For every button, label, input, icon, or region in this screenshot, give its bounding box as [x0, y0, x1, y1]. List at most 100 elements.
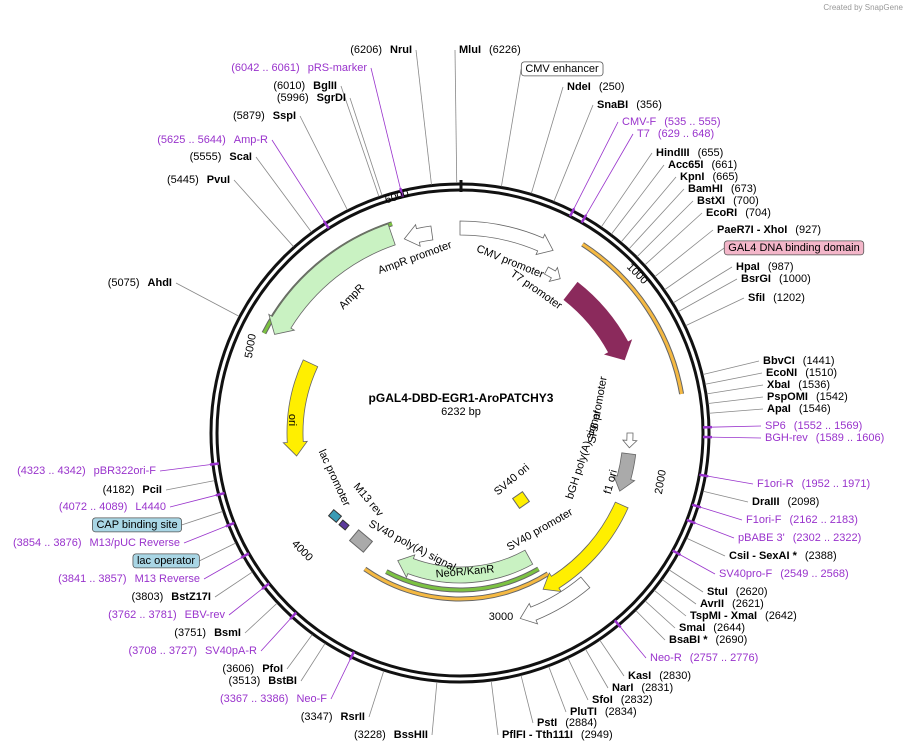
- primer-label: F1ori-F (2162 .. 2183): [746, 514, 858, 526]
- label-number: (700): [733, 195, 759, 207]
- label-number: (1000): [779, 273, 811, 285]
- label-name: AvrII: [700, 598, 724, 610]
- label-name: BGH-rev: [765, 432, 808, 444]
- ruler-label: 4000: [289, 538, 315, 564]
- labels: (6206) NruI MluI (6226) (6010) BglII (5996) Sgr…: [13, 44, 884, 741]
- leader-lines: [159, 49, 764, 736]
- site-label: NarI (2831): [612, 682, 673, 694]
- leader-line: [501, 68, 522, 187]
- leader-line: [709, 425, 762, 428]
- label-name: SV40pA-R: [205, 645, 257, 657]
- label-name: PciI: [142, 484, 162, 496]
- primer-tick: [399, 187, 404, 198]
- site-label: EcoRI (704): [706, 207, 771, 219]
- label-number: (3751): [174, 627, 206, 639]
- site-label: (3803) BstZ17I: [131, 591, 211, 603]
- primer-tick: [672, 549, 682, 557]
- primer-tick: [580, 214, 588, 224]
- label-name: RsrII: [341, 711, 365, 723]
- feature-arc: [363, 567, 549, 601]
- feature-arrow: [621, 432, 638, 449]
- label-name: BstBI: [268, 675, 297, 687]
- label-name: KpnI: [680, 171, 704, 183]
- label-number: (3803): [131, 591, 163, 603]
- label-name: MluI: [459, 44, 481, 56]
- label-number: (5445): [167, 174, 199, 186]
- label-name: ScaI: [229, 151, 252, 163]
- label-number: (987): [768, 261, 794, 273]
- primer-label: (3762 .. 3781) EBV-rev: [108, 609, 225, 621]
- leader-line: [567, 658, 589, 701]
- leader-line: [368, 670, 385, 718]
- label-name: EBV-rev: [185, 609, 226, 621]
- primer-label: Neo-R (2757 .. 2776): [650, 652, 758, 664]
- leader-line: [271, 139, 326, 223]
- label-name: PaeR7I - XhoI: [717, 224, 787, 236]
- leader-line: [233, 179, 294, 247]
- label-name: BbvCI: [763, 355, 795, 367]
- site-label: BsrGI (1000): [741, 273, 811, 285]
- label-number: (5555): [190, 151, 222, 163]
- label-number: (5075): [108, 277, 140, 289]
- leader-line: [705, 372, 763, 385]
- label-number: (2644): [713, 622, 745, 634]
- boxed-feature-label: GAL4 DNA binding domain: [728, 242, 859, 254]
- leader-line: [349, 97, 383, 196]
- label-number: (655): [698, 147, 724, 159]
- site-label: BbvCI (1441): [763, 355, 835, 367]
- primer-tick: [348, 651, 356, 661]
- boxed-feature-label: CAP binding site: [96, 519, 177, 531]
- site-label: PflFI - Tth111I (2949): [502, 729, 613, 741]
- leader-line: [548, 666, 567, 713]
- leader-line: [228, 587, 264, 616]
- label-name: BssHII: [394, 729, 428, 741]
- label-name: F1ori-F: [746, 514, 782, 526]
- feature-arrow: [459, 220, 554, 256]
- leader-line: [708, 396, 764, 404]
- label-name: BstXI: [697, 195, 725, 207]
- site-label: DraIII (2098): [752, 496, 819, 508]
- label-name: SfiI: [748, 292, 765, 304]
- label-name: NarI: [612, 682, 633, 694]
- label-name: Neo-F: [296, 693, 327, 705]
- label-number: (927): [795, 224, 821, 236]
- primer-label: SV40pro-F (2549 .. 2568): [719, 568, 849, 580]
- label-number: (1552 .. 1569): [794, 420, 863, 432]
- label-name: SfoI: [592, 694, 613, 706]
- leader-line: [572, 121, 619, 211]
- leader-line: [520, 675, 534, 724]
- label-name: NdeI: [567, 81, 591, 93]
- label-name: PflFI - Tth111I: [502, 729, 573, 741]
- label-number: (2098): [788, 496, 820, 508]
- primer-label: (3367 .. 3386) Neo-F: [220, 693, 327, 705]
- site-label: BamHI (673): [688, 183, 757, 195]
- label-number: (1589 .. 1606): [816, 432, 885, 444]
- leader-line: [530, 86, 564, 194]
- primer-label: (3708 .. 3727) SV40pA-R: [129, 645, 258, 657]
- primer-tick: [215, 491, 225, 497]
- label-number: (6226): [489, 44, 521, 56]
- label-number: (2831): [641, 682, 673, 694]
- label-name: pRS-marker: [308, 62, 368, 74]
- leader-line: [181, 511, 223, 526]
- label-number: (4072 .. 4089): [59, 501, 128, 513]
- site-label: (3751) BsmI: [174, 627, 241, 639]
- leader-line: [260, 617, 292, 652]
- primer-label: (6042 .. 6061) pRS-marker: [231, 62, 367, 74]
- label-name: Neo-R: [650, 652, 682, 664]
- label-name: M13 Reverse: [135, 573, 200, 585]
- sv40-ori-box: [511, 490, 531, 510]
- label-name: PspOMI: [767, 391, 808, 403]
- label-name: pBR322ori-F: [94, 465, 157, 477]
- site-label: (5555) ScaI: [190, 151, 252, 163]
- label-name: BstZ17I: [171, 591, 211, 603]
- label-name: Amp-R: [234, 134, 268, 146]
- primer-tick: [289, 611, 298, 620]
- leader-line: [165, 480, 215, 491]
- leader-line: [286, 634, 313, 670]
- label-number: (704): [745, 207, 771, 219]
- leader-line: [668, 569, 704, 593]
- primer-label: (3841 .. 3857) M13 Reverse: [58, 573, 200, 585]
- label-name: CsiI - SexAI *: [729, 550, 798, 562]
